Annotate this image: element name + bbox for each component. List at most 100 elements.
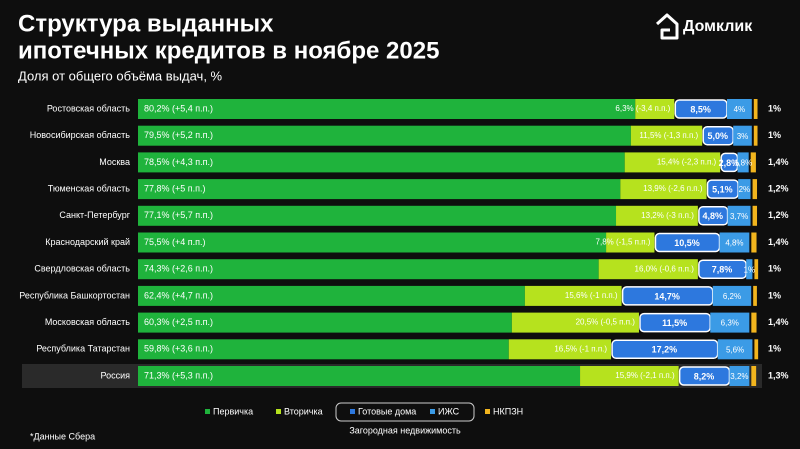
value-label: 1,4% bbox=[768, 317, 789, 327]
legend-swatch bbox=[430, 409, 435, 414]
logo-icon bbox=[655, 13, 679, 40]
bar-segment bbox=[508, 339, 612, 360]
value-label: 16,5% (-1 п.п.) bbox=[554, 344, 607, 353]
bar-segment bbox=[606, 232, 655, 253]
value-label: 5,1% bbox=[712, 184, 733, 194]
value-label: 6,3% bbox=[721, 319, 739, 328]
category-label: Республика Башкортостан bbox=[19, 290, 130, 300]
value-label: 15,9% (-2,1 п.п.) bbox=[615, 371, 675, 380]
bar-segment bbox=[750, 152, 756, 173]
value-label: 7,8% bbox=[712, 265, 733, 275]
chart-title: ипотечных кредитов в ноябре 2025 bbox=[18, 37, 439, 64]
bar-segment bbox=[753, 99, 758, 119]
value-label: 1% bbox=[744, 265, 756, 274]
value-label: 8,5% bbox=[690, 104, 711, 114]
value-label: 13,9% (-2,6 п.п.) bbox=[643, 184, 703, 193]
bar-segment bbox=[138, 259, 599, 280]
category-label: Ростовская область bbox=[47, 103, 130, 113]
value-label: 80,2% (+5,4 п.п.) bbox=[144, 103, 213, 113]
value-label: 20,5% (-0,5 п.п.) bbox=[576, 318, 636, 327]
value-label: 7,8% (-1,5 п.п.) bbox=[596, 238, 651, 247]
legend-swatch bbox=[485, 409, 490, 414]
category-label: Тюменская область bbox=[48, 183, 131, 193]
value-label: 79,5% (+5,2 п.п.) bbox=[144, 130, 213, 140]
bar-segment bbox=[138, 232, 607, 253]
value-label: 3,7% bbox=[730, 212, 748, 221]
bar-segment bbox=[727, 99, 752, 119]
bar-segment bbox=[580, 366, 679, 386]
value-label: 11,5% bbox=[662, 318, 687, 328]
bar-segment bbox=[620, 179, 707, 200]
bar-segment bbox=[746, 259, 753, 280]
value-label: 1,4% bbox=[768, 157, 789, 167]
legend-label: Готовые дома bbox=[358, 406, 416, 416]
bar-segment bbox=[630, 125, 703, 146]
bar-segment bbox=[719, 232, 750, 253]
value-label: 1% bbox=[768, 264, 781, 274]
bar-segment bbox=[751, 232, 757, 253]
category-label: Санкт-Петербург bbox=[59, 210, 130, 220]
value-label: 14,7% bbox=[654, 291, 680, 301]
legend-label: НКПЗН bbox=[493, 406, 523, 416]
footnote: *Данные Сбера bbox=[30, 431, 95, 441]
value-label: 78,5% (+4,3 п.п.) bbox=[144, 157, 213, 167]
bar-segment bbox=[524, 285, 622, 306]
category-label: Республика Татарстан bbox=[36, 344, 130, 354]
bar-segment bbox=[753, 285, 757, 306]
value-label: 1,2% bbox=[768, 210, 789, 220]
value-label: 2,8% bbox=[719, 158, 740, 168]
bar-segment bbox=[733, 125, 752, 146]
bar-segment bbox=[712, 285, 752, 306]
value-label: 77,8% (+5 п.п.) bbox=[144, 183, 206, 193]
bar-segment bbox=[727, 205, 751, 226]
bar-segment bbox=[138, 152, 625, 173]
value-label: 1% bbox=[768, 130, 781, 140]
value-label: 4,8% bbox=[725, 239, 743, 248]
value-label: 4,8% bbox=[702, 211, 723, 221]
legend-group-label: Загородная недвижимость bbox=[349, 425, 461, 435]
value-label: 3% bbox=[737, 132, 749, 141]
bar-segment bbox=[710, 312, 750, 333]
bar-segment bbox=[635, 99, 675, 119]
bar-segment bbox=[754, 259, 759, 280]
category-label: Московская область bbox=[45, 317, 130, 327]
brand-logo: Домклик bbox=[655, 13, 753, 40]
value-label: 74,3% (+2,6 п.п.) bbox=[144, 264, 213, 274]
category-label: Москва bbox=[99, 157, 130, 167]
value-label: 1,4% bbox=[768, 237, 789, 247]
bar-segment bbox=[754, 339, 759, 360]
value-label: 1% bbox=[768, 344, 781, 354]
value-label: 17,2% bbox=[652, 345, 678, 355]
value-label: 75,5% (+4 п.п.) bbox=[144, 237, 206, 247]
value-label: 1,2% bbox=[768, 183, 789, 193]
brand: Домклик bbox=[683, 18, 753, 35]
bar-segment bbox=[511, 312, 639, 333]
bar-segment bbox=[138, 125, 631, 146]
value-label: 62,4% (+4,7 п.п.) bbox=[144, 290, 213, 300]
bar-segment bbox=[138, 99, 636, 119]
bar-segment bbox=[624, 152, 721, 173]
value-label: 4% bbox=[734, 105, 746, 114]
value-label: 1% bbox=[768, 290, 781, 300]
category-label: Свердловская область bbox=[34, 264, 130, 274]
bar-segment bbox=[752, 205, 758, 226]
legend-label: ИЖС bbox=[438, 406, 460, 416]
legend-label: Вторичка bbox=[284, 406, 323, 416]
bar-segment bbox=[751, 366, 757, 386]
value-label: 2% bbox=[739, 185, 751, 194]
legend-group-box bbox=[335, 402, 475, 422]
value-label: 13,2% (-3 п.п.) bbox=[641, 211, 694, 220]
bar-segment bbox=[138, 339, 509, 360]
bar-segment bbox=[738, 179, 751, 200]
value-label: 1% bbox=[768, 103, 781, 113]
bar-segment bbox=[752, 179, 758, 200]
value-label: 15,6% (-1 п.п.) bbox=[565, 291, 618, 300]
value-label: 59,8% (+3,6 п.п.) bbox=[144, 344, 213, 354]
legend-swatch bbox=[350, 409, 355, 414]
category-label: Россия bbox=[100, 370, 130, 380]
bar-segment bbox=[138, 366, 581, 386]
bar-segment bbox=[138, 285, 525, 306]
bar-segment bbox=[751, 312, 757, 333]
bar-segment bbox=[753, 125, 758, 146]
value-label: 6,3% (-3,4 п.п.) bbox=[615, 104, 670, 113]
